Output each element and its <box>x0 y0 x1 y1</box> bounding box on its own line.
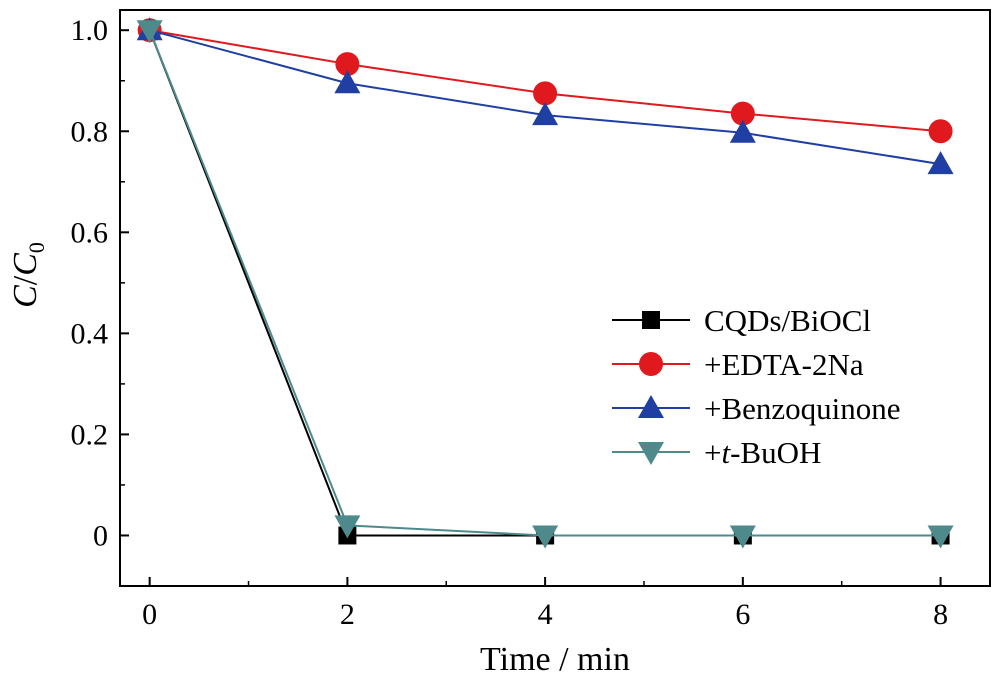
x-tick-label: 2 <box>340 598 355 631</box>
series-2 <box>136 17 954 175</box>
y-tick-label: 1.0 <box>71 14 109 47</box>
legend: CQDs/BiOCl +EDTA-2Na +Benzoquinone +t-BuOH <box>612 303 901 470</box>
legend-label: CQDs/BiOCl <box>704 303 871 338</box>
y-tick-label: 0.8 <box>71 115 109 148</box>
legend-label: +EDTA-2Na <box>704 347 864 382</box>
data-point <box>532 525 559 549</box>
x-tick-label: 4 <box>538 598 553 631</box>
legend-marker <box>642 311 660 329</box>
legend-marker <box>639 352 663 376</box>
data-point <box>927 525 954 549</box>
y-tick-label: 0.4 <box>71 317 109 350</box>
legend-label-suffix: -BuOH <box>730 435 821 470</box>
y-tick-label: 0.2 <box>71 418 109 451</box>
y-tick-label: 0.6 <box>71 216 109 249</box>
legend-label-italic: t <box>721 435 731 470</box>
legend-item: +t-BuOH <box>612 435 821 470</box>
axes-layer: 0 2 4 6 8 0 0.2 0.4 0.6 0.8 1.0 <box>71 14 949 631</box>
data-point <box>928 119 953 144</box>
legend-item: +Benzoquinone <box>612 391 901 426</box>
series-layer <box>136 17 954 549</box>
legend-label-prefix: + <box>704 435 721 470</box>
data-point <box>729 525 756 549</box>
data-point <box>532 102 559 126</box>
legend-item: +EDTA-2Na <box>612 347 864 382</box>
data-point <box>136 20 163 44</box>
plot-frame <box>119 9 991 587</box>
x-tick-label: 0 <box>142 598 157 631</box>
data-point <box>533 81 558 106</box>
legend-label-prefix: +EDTA-2Na <box>704 347 864 382</box>
data-point <box>729 119 756 143</box>
y-axis-title-sub: 0 <box>24 242 49 253</box>
data-point <box>334 515 361 539</box>
legend-label-prefix: CQDs/BiOCl <box>704 303 871 338</box>
x-axis-title: Time / min <box>480 641 630 675</box>
y-axis-title-main: C <box>7 285 44 308</box>
legend-label: +t-BuOH <box>704 435 821 470</box>
y-tick-label: 0 <box>93 519 108 552</box>
data-point <box>334 70 361 94</box>
data-point <box>335 52 360 77</box>
legend-item: CQDs/BiOCl <box>612 303 871 338</box>
y-axis-title: C/C0 <box>7 242 49 308</box>
legend-marker <box>638 395 664 418</box>
data-point <box>730 101 755 126</box>
y-axis-title-base: C <box>7 253 44 276</box>
y-axis-title-slash: / <box>7 275 44 285</box>
legend-label: +Benzoquinone <box>704 391 901 426</box>
x-tick-label: 6 <box>735 598 750 631</box>
series-3 <box>136 20 954 549</box>
x-tick-label: 8 <box>933 598 948 631</box>
data-point <box>927 151 954 175</box>
legend-label-prefix: +Benzoquinone <box>704 391 901 426</box>
legend-marker <box>638 442 664 465</box>
